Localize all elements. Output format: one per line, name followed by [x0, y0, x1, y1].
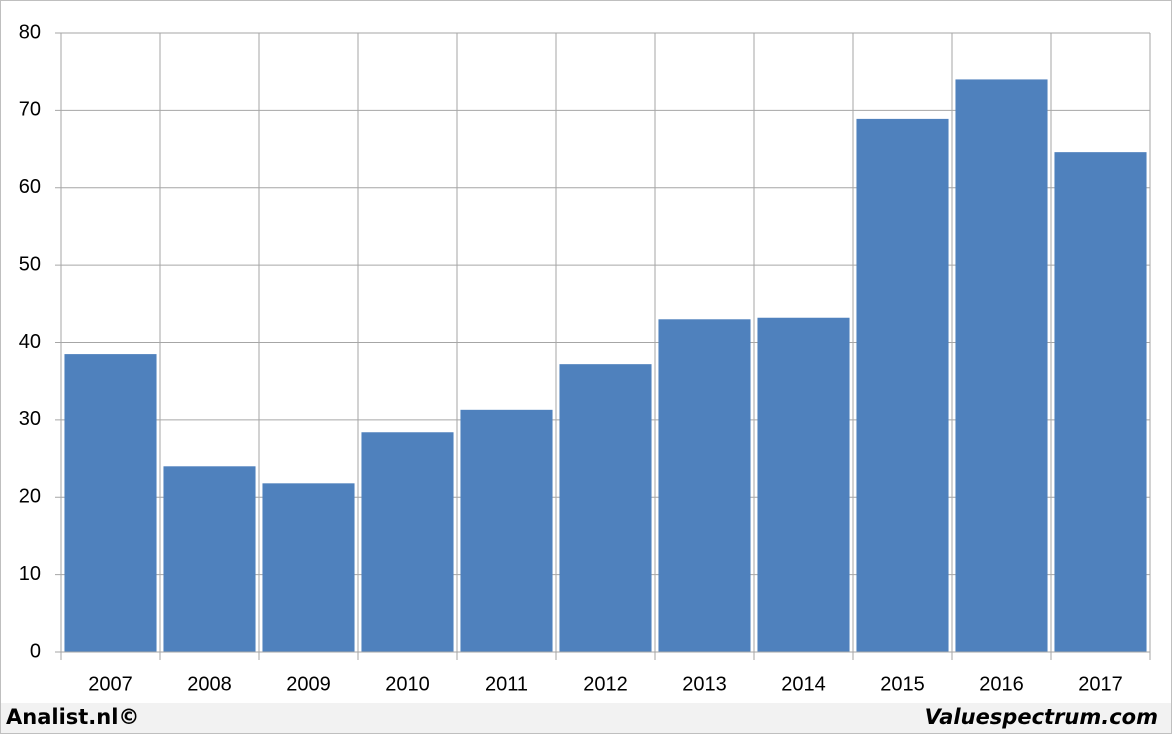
x-tick-label: 2010 [385, 673, 430, 695]
bar [955, 79, 1048, 653]
footer-band [1, 703, 1171, 733]
x-tick-label: 2011 [485, 673, 528, 695]
footer-left: Analist.nl© [6, 705, 139, 729]
bar [361, 432, 454, 652]
y-tick-label: 40 [19, 331, 41, 353]
x-tick-label: 2009 [286, 673, 331, 695]
y-tick-label: 0 [30, 640, 41, 662]
x-tick-label: 2017 [1078, 673, 1123, 695]
bar [559, 364, 652, 652]
bar [64, 354, 157, 652]
bar [262, 483, 355, 652]
x-tick-label: 2012 [583, 673, 628, 695]
y-tick-label: 80 [19, 21, 41, 43]
y-tick-label: 10 [19, 563, 41, 585]
x-tick-label: 2014 [781, 673, 826, 695]
y-tick-label: 60 [19, 176, 41, 198]
x-tick-label: 2013 [682, 673, 727, 695]
x-tick-label: 2016 [979, 673, 1024, 695]
footer-right: Valuespectrum.com [925, 705, 1158, 729]
y-tick-label: 70 [19, 99, 41, 121]
bar [1054, 152, 1147, 652]
bar [658, 319, 751, 652]
bar [856, 118, 949, 653]
y-tick-label: 20 [19, 486, 41, 508]
x-tick-label: 2007 [88, 673, 133, 695]
x-tick-label: 2008 [187, 673, 232, 695]
y-tick-label: 30 [19, 408, 41, 430]
bar [757, 317, 850, 652]
bar [163, 466, 256, 652]
x-tick-label: 2015 [880, 673, 925, 695]
y-tick-label: 50 [19, 253, 41, 275]
bar [460, 409, 553, 652]
